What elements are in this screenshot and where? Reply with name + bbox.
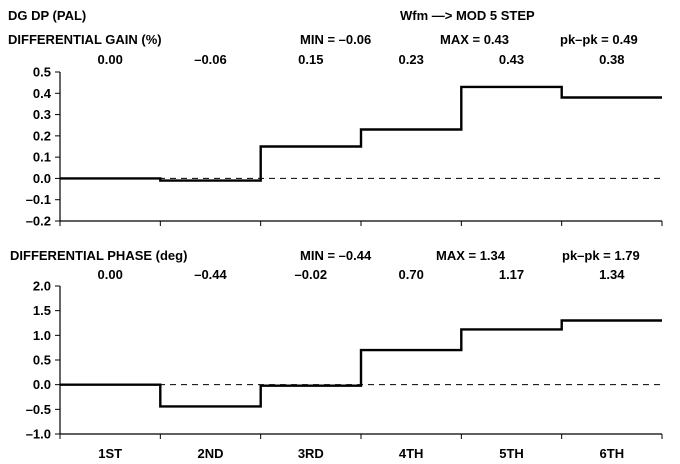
dg-y-tick-label: 0.5: [33, 65, 51, 80]
dp-max-stat: MAX = 1.34: [436, 248, 506, 263]
dp-y-tick-label: 0.0: [33, 377, 51, 392]
dp-step-value-label: 0.70: [399, 267, 424, 282]
dp-panel-title: DIFFERENTIAL PHASE (deg): [10, 248, 188, 263]
dp-step-value-label: 1.34: [599, 267, 625, 282]
dg-step-value-label: 0.23: [399, 52, 424, 67]
dg-step-series: [60, 85, 662, 182]
waveform-label: Wfm —> MOD 5 STEP: [400, 8, 535, 23]
x-category-label: 5TH: [499, 446, 524, 461]
dg-y-tick-label: 0.4: [33, 86, 52, 101]
dp-y-tick-label: 2.0: [33, 279, 51, 294]
dp-pkpk-stat: pk–pk = 1.79: [562, 248, 640, 263]
dg-max-stat: MAX = 0.43: [440, 32, 510, 47]
dg-panel-title: DIFFERENTIAL GAIN (%): [8, 32, 162, 47]
dg-y-tick-label: 0.0: [33, 171, 51, 186]
dg-min-stat: MIN = –0.06: [300, 32, 372, 47]
x-category-label: 6TH: [600, 446, 625, 461]
x-category-label: 1ST: [98, 446, 122, 461]
dp-step-value-label: 0.00: [98, 267, 123, 282]
chart-title: DG DP (PAL): [8, 8, 87, 23]
dg-pkpk-stat: pk–pk = 0.49: [560, 32, 638, 47]
x-category-label: 2ND: [197, 446, 223, 461]
x-category-label: 3RD: [298, 446, 324, 461]
dp-y-tick-label: –1.0: [26, 427, 51, 442]
dg-y-tick-label: 0.1: [33, 150, 51, 165]
dp-y-tick-label: 1.0: [33, 328, 51, 343]
dp-y-tick-label: 0.5: [33, 353, 51, 368]
dp-step-series: [60, 319, 662, 408]
dg-step-value-label: 0.00: [98, 52, 123, 67]
dg-y-tick-label: 0.3: [33, 107, 51, 122]
dg-step-value-label: –0.06: [194, 52, 227, 67]
dp-step-value-label: –0.02: [295, 267, 328, 282]
dg-step-value-label: 0.38: [599, 52, 624, 67]
dp-min-stat: MIN = –0.44: [300, 248, 372, 263]
dp-y-tick-label: 1.5: [33, 303, 51, 318]
dg-step-value-label: 0.43: [499, 52, 524, 67]
dp-step-value-label: –0.44: [194, 267, 227, 282]
dg-step-value-label: 0.15: [298, 52, 323, 67]
dg-y-tick-label: –0.1: [26, 192, 51, 207]
dp-y-tick-label: –0.5: [26, 402, 51, 417]
dp-step-value-label: 1.17: [499, 267, 524, 282]
dg-y-tick-label: –0.2: [26, 214, 51, 229]
x-category-label: 4TH: [399, 446, 424, 461]
dg-y-tick-label: 0.2: [33, 128, 51, 143]
